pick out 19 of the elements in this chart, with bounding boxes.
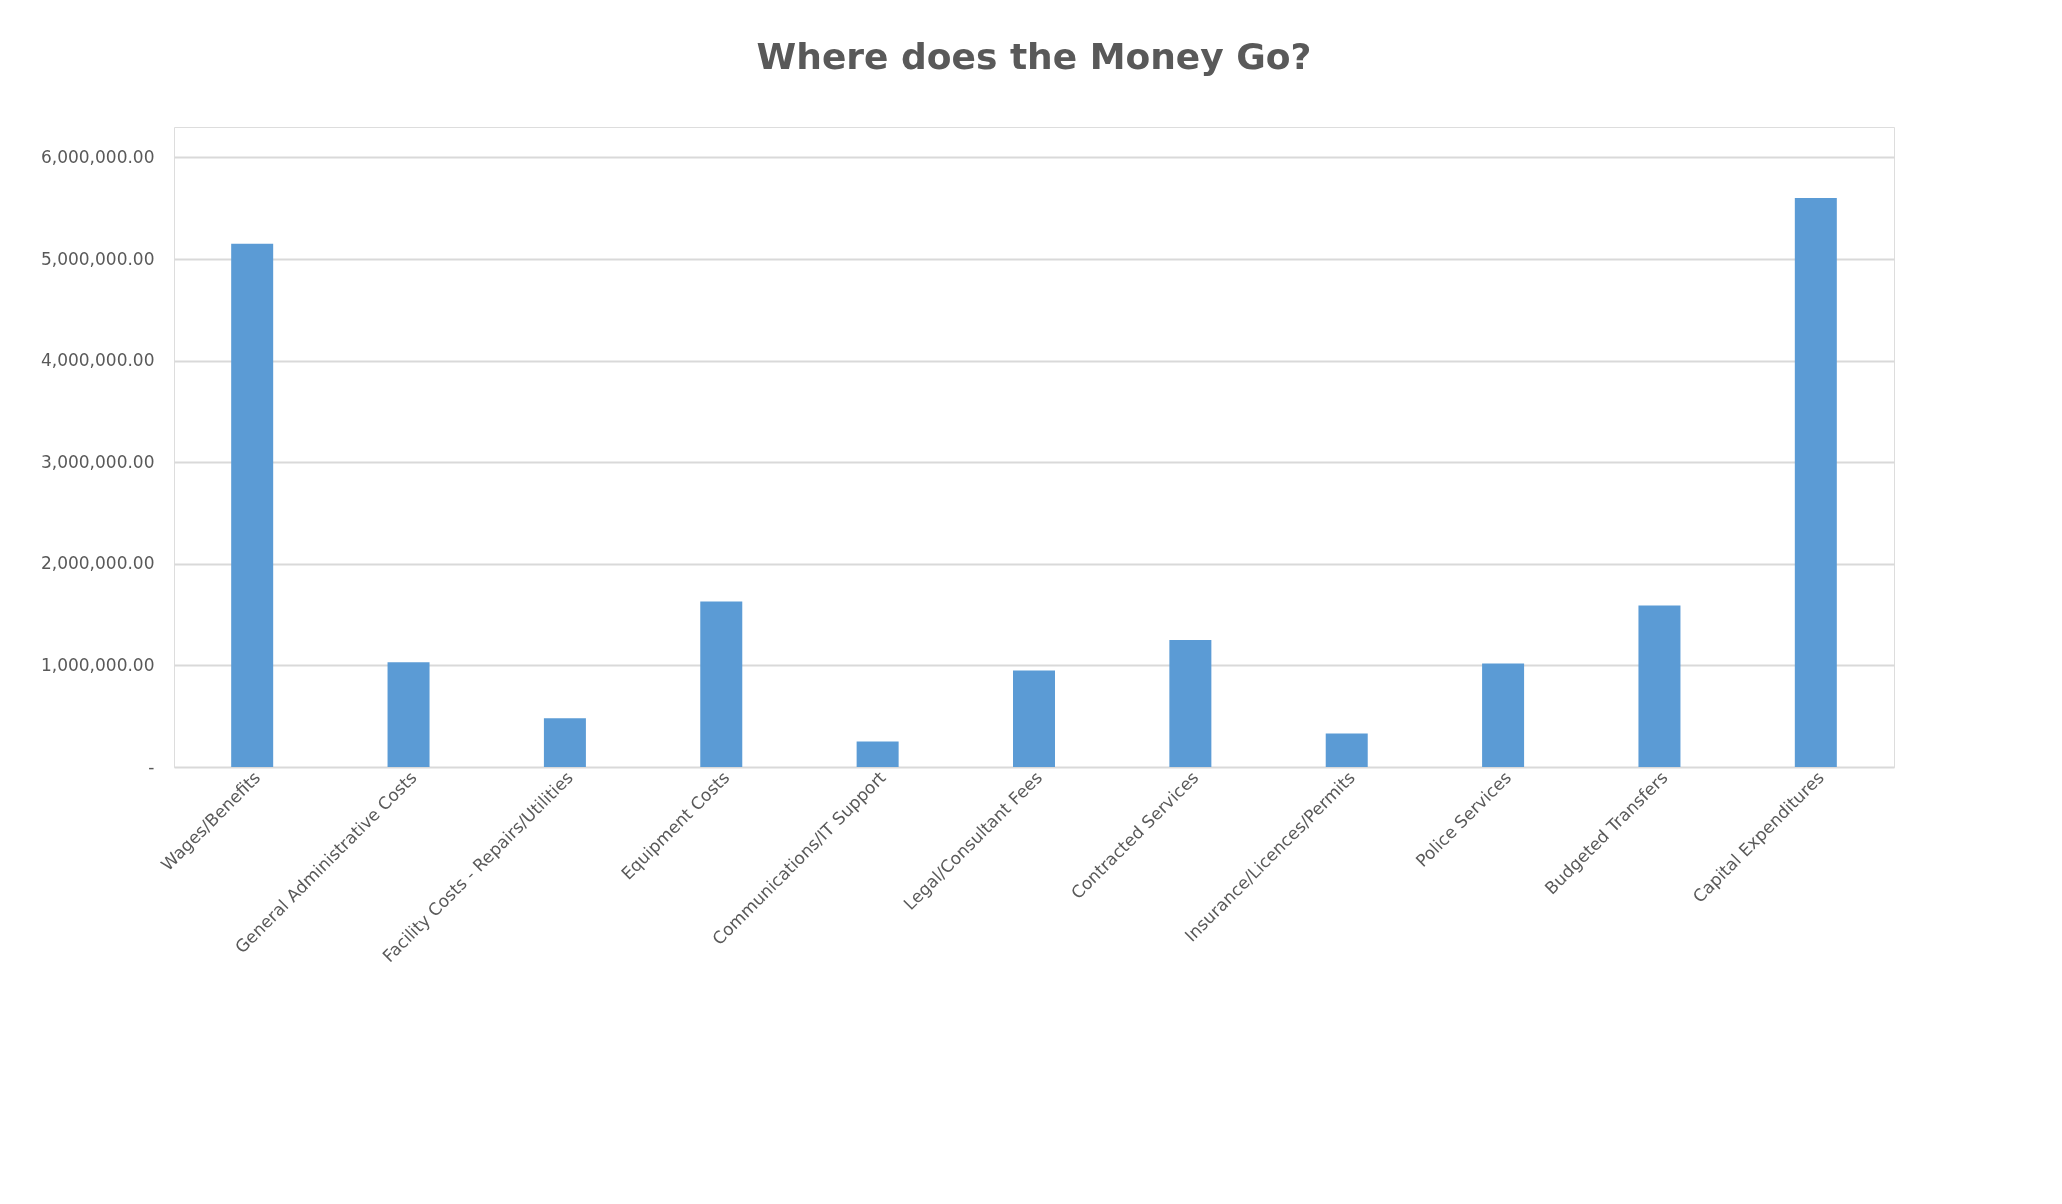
bar <box>856 741 899 767</box>
y-tick-label: 1,000,000.00 <box>40 654 155 675</box>
bar <box>1013 670 1055 767</box>
chart-title: Where does the Money Go? <box>756 36 1312 77</box>
bar <box>1169 640 1212 767</box>
y-tick-label: 5,000,000.00 <box>40 248 155 269</box>
bar <box>700 601 743 767</box>
y-tick-label: 4,000,000.00 <box>40 350 155 371</box>
y-tick-label: - <box>148 756 155 777</box>
bar <box>1482 663 1525 767</box>
bar <box>1325 733 1368 767</box>
bar <box>543 718 586 767</box>
y-tick-label: 2,000,000.00 <box>40 553 155 574</box>
y-tick-label: 3,000,000.00 <box>40 451 155 472</box>
bar <box>231 243 274 767</box>
y-tick-label: 6,000,000.00 <box>40 146 155 167</box>
bar <box>1794 198 1837 767</box>
bar <box>387 662 430 767</box>
bar <box>1638 605 1681 767</box>
